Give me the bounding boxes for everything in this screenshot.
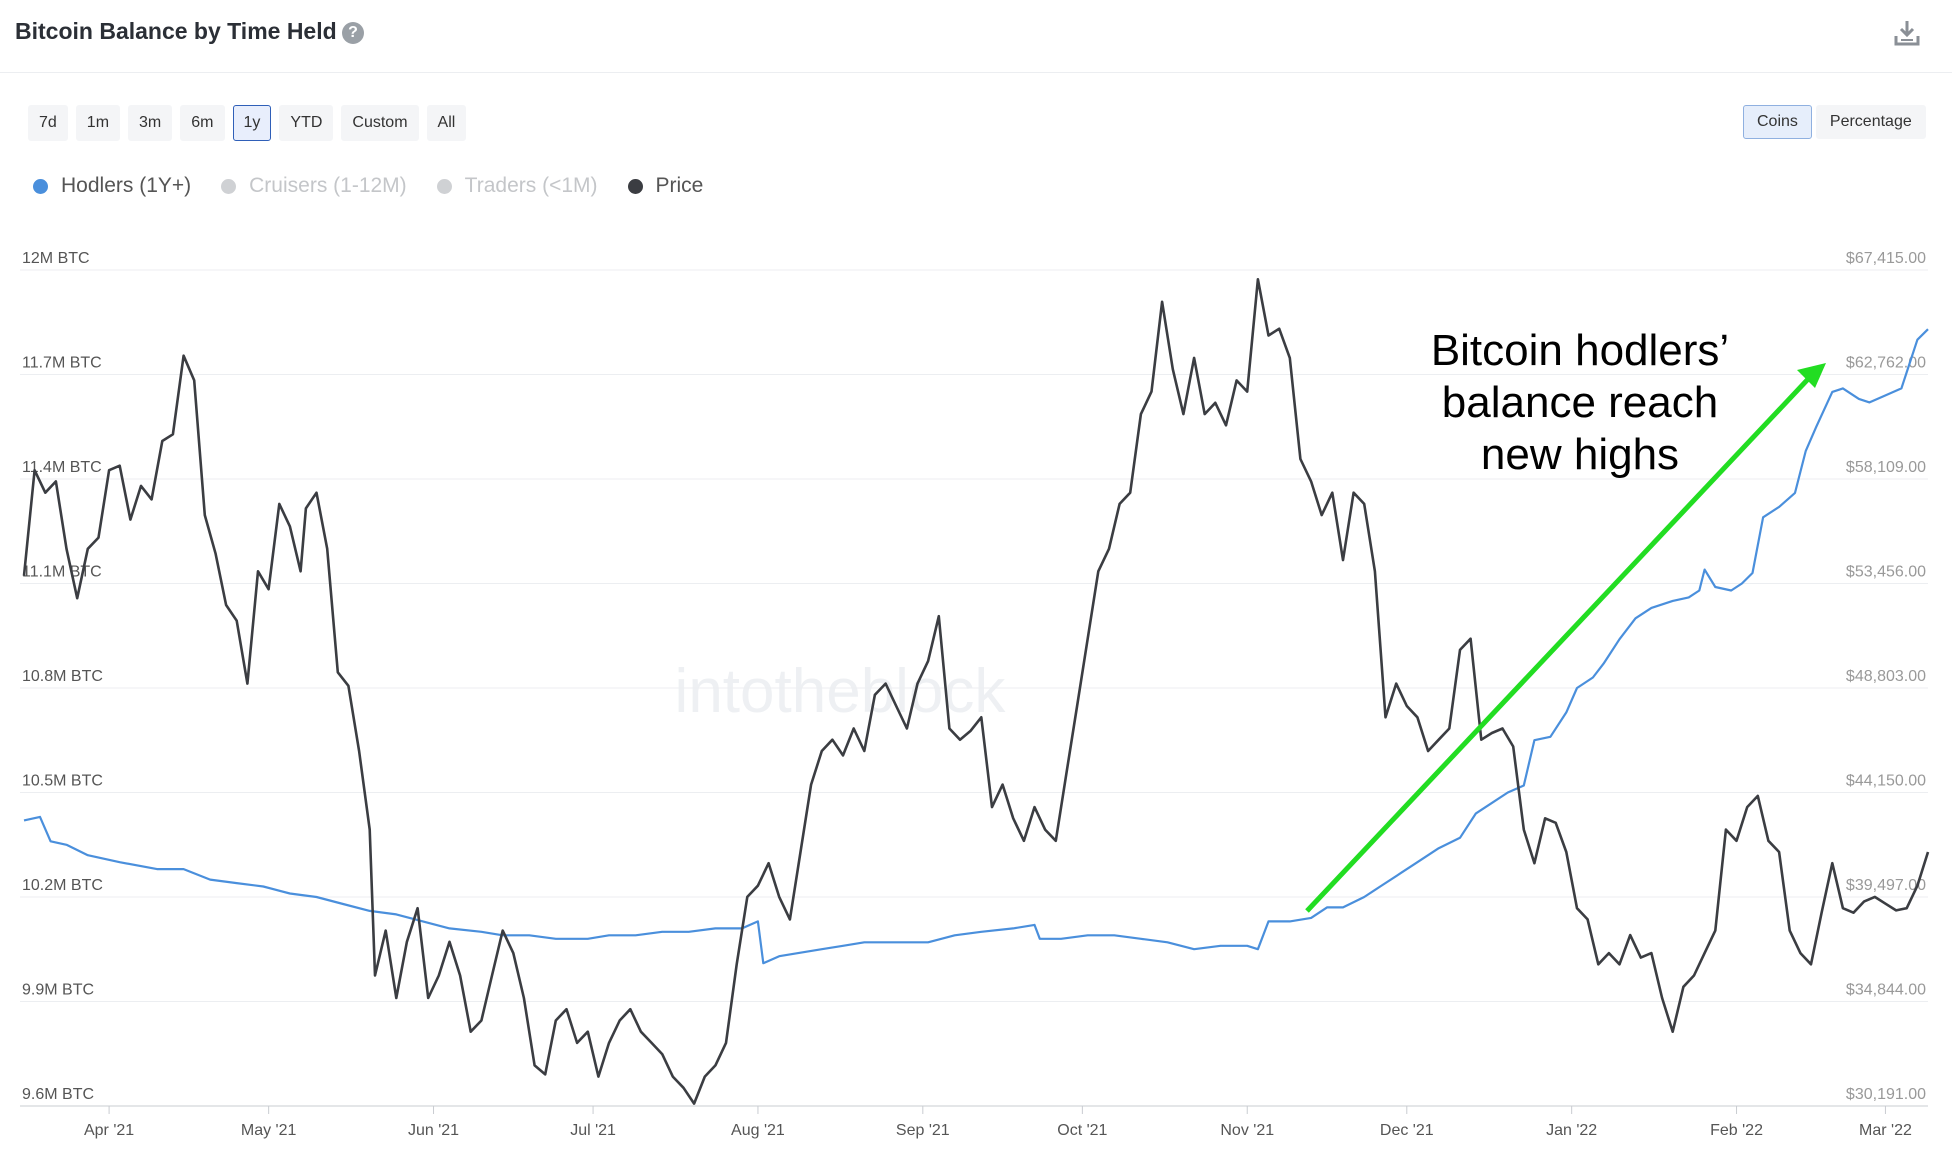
x-axis-tick-label: May '21 xyxy=(241,1122,297,1139)
question-circle-icon[interactable]: ? xyxy=(342,22,364,44)
watermark-text: intotheblock xyxy=(675,657,1007,726)
left-axis-tick-label: 10.2M BTC xyxy=(22,877,103,894)
range-button-custom[interactable]: Custom xyxy=(341,105,419,141)
unit-button-percentage[interactable]: Percentage xyxy=(1815,105,1926,139)
right-axis-tick-label: $53,456.00 xyxy=(1846,564,1926,581)
left-axis-tick-label: 10.5M BTC xyxy=(22,773,103,790)
legend-label: Traders (<1M) xyxy=(464,174,598,197)
left-axis-tick-label: 9.6M BTC xyxy=(22,1086,94,1103)
chart-legend: Hodlers (1Y+) Cruisers (1-12M) Traders (<1… xyxy=(33,174,703,198)
right-axis-tick-label: $39,497.00 xyxy=(1846,877,1926,894)
x-axis-tick-label: Oct '21 xyxy=(1057,1122,1107,1139)
time-range-selector: 7d 1m 3m 6m 1y YTD Custom All xyxy=(28,105,467,141)
legend-label: Hodlers (1Y+) xyxy=(61,174,192,197)
range-button-ytd[interactable]: YTD xyxy=(279,105,334,141)
range-button-6m[interactable]: 6m xyxy=(180,105,225,141)
legend-item[interactable]: Traders (<1M) xyxy=(436,174,598,198)
x-axis-tick-label: Jun '21 xyxy=(408,1122,459,1139)
legend-label: Cruisers (1-12M) xyxy=(249,174,407,197)
unit-button-coins[interactable]: Coins xyxy=(1743,105,1812,139)
right-axis-tick-label: $62,762.00 xyxy=(1846,355,1926,372)
legend-dot-icon xyxy=(436,178,452,194)
range-button-7d[interactable]: 7d xyxy=(28,105,68,141)
range-button-all[interactable]: All xyxy=(426,105,467,141)
unit-selector: Coins Percentage xyxy=(1743,105,1926,139)
x-axis-tick-label: Sep '21 xyxy=(896,1122,950,1139)
x-axis-tick-label: Nov '21 xyxy=(1220,1122,1274,1139)
x-axis-tick-label: Jan '22 xyxy=(1546,1122,1597,1139)
left-axis-tick-label: 11.4M BTC xyxy=(22,459,102,476)
x-axis-tick-label: Mar '22 xyxy=(1859,1122,1912,1139)
legend-label: Price xyxy=(655,174,704,197)
chart-title: Bitcoin Balance by Time Held xyxy=(15,18,337,44)
annotation-text: new highs xyxy=(1481,430,1679,479)
x-axis-tick-label: Aug '21 xyxy=(731,1122,785,1139)
legend-dot-icon xyxy=(33,178,48,194)
right-axis-tick-label: $67,415.00 xyxy=(1846,250,1926,267)
range-button-3m[interactable]: 3m xyxy=(128,105,173,141)
right-axis-tick-label: $58,109.00 xyxy=(1846,459,1926,476)
legend-dot-icon xyxy=(221,178,237,194)
annotation-arrow xyxy=(1305,375,1812,913)
x-axis-tick-label: Dec '21 xyxy=(1380,1122,1434,1139)
x-axis-tick-label: Feb '22 xyxy=(1710,1122,1763,1139)
legend-item[interactable]: Hodlers (1Y+) xyxy=(33,174,191,198)
left-axis-tick-label: 9.9M BTC xyxy=(22,982,94,999)
left-axis-tick-label: 12M BTC xyxy=(22,250,90,267)
legend-item[interactable]: Price xyxy=(627,174,704,198)
price-series-line[interactable] xyxy=(22,278,1930,1105)
right-axis-tick-label: $34,844.00 xyxy=(1846,982,1926,999)
x-axis-tick-label: Apr '21 xyxy=(84,1122,134,1139)
annotation-text: balance reach xyxy=(1442,378,1718,427)
x-axis-tick-label: Jul '21 xyxy=(570,1122,616,1139)
right-axis-tick-label: $30,191.00 xyxy=(1846,1086,1926,1103)
hodlers-series-line[interactable] xyxy=(23,328,1929,965)
left-axis-tick-label: 11.7M BTC xyxy=(22,355,102,372)
legend-dot-icon xyxy=(627,178,643,194)
left-axis-tick-label: 11.1M BTC xyxy=(22,564,102,581)
annotation-text: Bitcoin hodlers’ xyxy=(1431,326,1729,375)
range-button-1m[interactable]: 1m xyxy=(75,105,121,141)
chart-header: Bitcoin Balance by Time Held ? xyxy=(0,0,1952,73)
right-axis-tick-label: $48,803.00 xyxy=(1846,668,1926,685)
range-button-1y[interactable]: 1y xyxy=(232,105,272,141)
right-axis-tick-label: $44,150.00 xyxy=(1846,773,1926,790)
left-axis-tick-label: 10.8M BTC xyxy=(22,668,103,685)
annotation-arrowhead xyxy=(1797,363,1826,388)
legend-item[interactable]: Cruisers (1-12M) xyxy=(221,174,407,198)
download-icon[interactable] xyxy=(1892,18,1922,48)
